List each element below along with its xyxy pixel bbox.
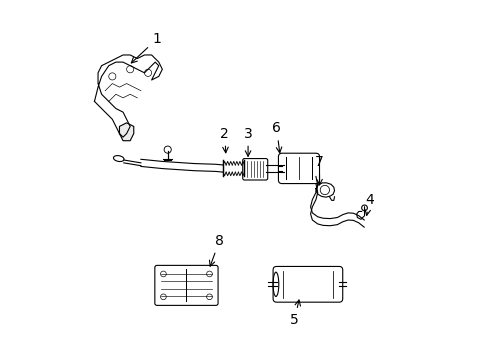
Text: 7: 7 bbox=[314, 155, 323, 185]
Text: 4: 4 bbox=[364, 193, 373, 215]
Text: 5: 5 bbox=[289, 300, 300, 327]
Text: 8: 8 bbox=[209, 234, 224, 266]
Text: 6: 6 bbox=[272, 121, 281, 153]
Polygon shape bbox=[119, 123, 134, 141]
Text: 2: 2 bbox=[220, 127, 229, 153]
Text: 1: 1 bbox=[131, 32, 161, 63]
Text: 3: 3 bbox=[243, 127, 252, 156]
